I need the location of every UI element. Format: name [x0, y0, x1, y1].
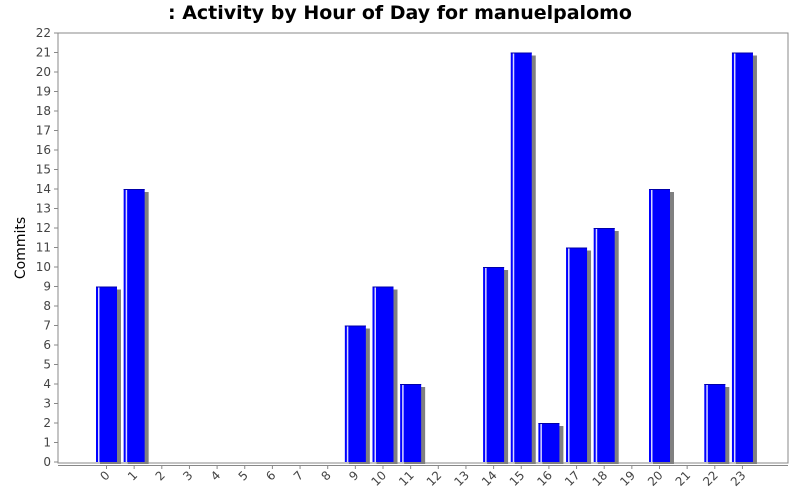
x-tick-label: 10	[368, 468, 389, 489]
x-tick-label: 15	[507, 468, 528, 489]
bar	[400, 384, 422, 462]
y-tick-label: 1	[43, 436, 51, 450]
bar	[649, 189, 670, 462]
bar-highlight	[125, 189, 128, 462]
bar-highlight	[346, 325, 349, 462]
x-tick-label: 11	[396, 468, 417, 489]
x-tick-label: 4	[208, 468, 223, 483]
bar-highlight	[568, 247, 570, 462]
y-axis-label: Commits	[13, 217, 29, 279]
y-tick-label: 4	[43, 377, 51, 391]
bars	[96, 52, 753, 462]
y-tick-label: 6	[43, 338, 51, 352]
bar	[344, 325, 366, 462]
bar	[593, 228, 615, 462]
bar-highlight	[402, 384, 404, 462]
y-tick-label: 12	[36, 221, 51, 235]
x-tick-label: 2	[153, 468, 168, 483]
x-tick-label: 9	[346, 468, 361, 483]
y-tick-label: 7	[43, 319, 51, 333]
x-tick-label: 18	[590, 468, 611, 489]
x-axis-ticks: 0 1 2 3 4 5 6 7 8 9 10 11 12 13 14 15 16 17 18 19 20 21 22 23	[97, 465, 749, 489]
y-tick-label: 22	[36, 26, 51, 40]
x-tick-label: 13	[451, 468, 472, 489]
x-tick-label: 7	[291, 468, 306, 483]
x-tick-label: 6	[263, 468, 278, 483]
bar	[483, 267, 505, 462]
x-tick-label: 19	[617, 468, 638, 489]
y-tick-label: 15	[36, 163, 51, 177]
x-tick-label: 23	[728, 468, 749, 489]
y-tick-label: 16	[36, 143, 51, 157]
x-tick-label: 22	[700, 468, 721, 489]
y-tick-label: 14	[36, 182, 51, 196]
bar-highlight	[512, 52, 515, 462]
bar-highlight	[98, 286, 100, 462]
x-tick-label: 14	[479, 468, 500, 489]
x-tick-label: 8	[319, 468, 334, 483]
x-tick-label: 3	[180, 468, 195, 483]
bar-highlight	[733, 52, 736, 462]
bar	[96, 286, 117, 462]
x-tick-label: 20	[645, 468, 666, 489]
bar	[704, 384, 726, 462]
bar	[123, 189, 145, 462]
y-tick-label: 17	[36, 124, 51, 138]
bar-highlight	[374, 286, 376, 462]
bar	[510, 52, 532, 462]
y-tick-label: 21	[36, 46, 51, 60]
x-tick-label: 1	[125, 468, 140, 483]
y-tick-label: 10	[36, 260, 51, 274]
x-tick-label: 5	[236, 468, 251, 483]
x-tick-label: 12	[424, 468, 445, 489]
y-tick-label: 20	[36, 65, 51, 79]
x-tick-label: 0	[97, 468, 112, 483]
bar	[372, 286, 394, 462]
bar	[731, 52, 753, 462]
y-tick-label: 18	[36, 104, 51, 118]
y-tick-label: 13	[36, 202, 51, 216]
x-tick-label: 16	[534, 468, 555, 489]
x-tick-label: 17	[562, 468, 583, 489]
y-tick-label: 0	[43, 455, 51, 469]
bar-highlight	[485, 267, 487, 462]
bar-highlight	[540, 423, 542, 462]
y-tick-label: 8	[43, 299, 51, 313]
y-tick-label: 9	[43, 280, 51, 294]
x-tick-label: 21	[673, 468, 694, 489]
y-tick-label: 11	[36, 241, 51, 255]
y-tick-label: 19	[36, 85, 51, 99]
bar-highlight	[595, 228, 598, 462]
bar-highlight	[651, 189, 653, 462]
bar-highlight	[706, 384, 708, 462]
y-tick-label: 3	[43, 397, 51, 411]
y-tick-label: 5	[43, 358, 51, 372]
bar	[538, 423, 560, 462]
y-tick-label: 2	[43, 416, 51, 430]
bar	[566, 247, 588, 462]
chart-title: : Activity by Hour of Day for manuelpalo…	[168, 2, 632, 24]
